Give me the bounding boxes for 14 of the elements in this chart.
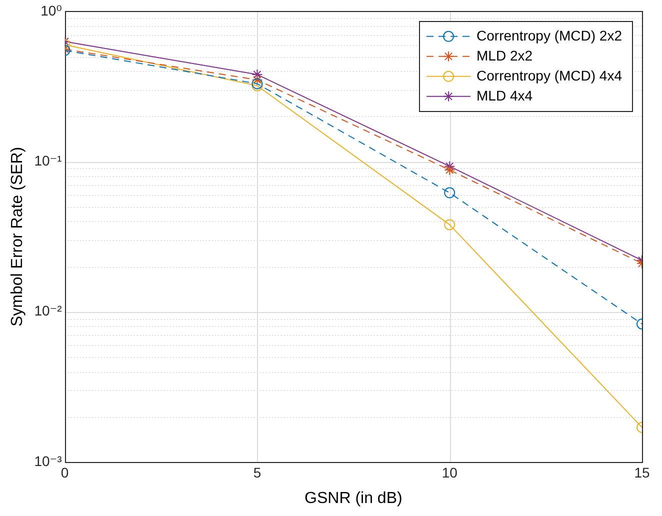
- legend-label: Correntropy (MCD) 4x4: [476, 67, 622, 84]
- legend-label: MLD 2x2: [476, 47, 533, 64]
- x-tick-label: 15: [634, 464, 650, 480]
- y-tick-label: 10⁰: [40, 2, 62, 18]
- y-tick-label: 10⁻¹: [34, 152, 62, 168]
- x-tick-label: 10: [442, 464, 458, 480]
- x-tick-label: 5: [253, 464, 262, 480]
- x-tick-label: 0: [60, 464, 69, 480]
- x-axis-title: GSNR (in dB): [304, 490, 402, 507]
- y-tick-label: 10⁻³: [34, 452, 62, 469]
- y-tick-label: 10⁻²: [34, 302, 62, 319]
- legend-label: Correntropy (MCD) 2x2: [476, 27, 622, 44]
- legend-label: MLD 4x4: [476, 87, 533, 104]
- y-axis-title: Symbol Error Rate (SER): [9, 146, 26, 326]
